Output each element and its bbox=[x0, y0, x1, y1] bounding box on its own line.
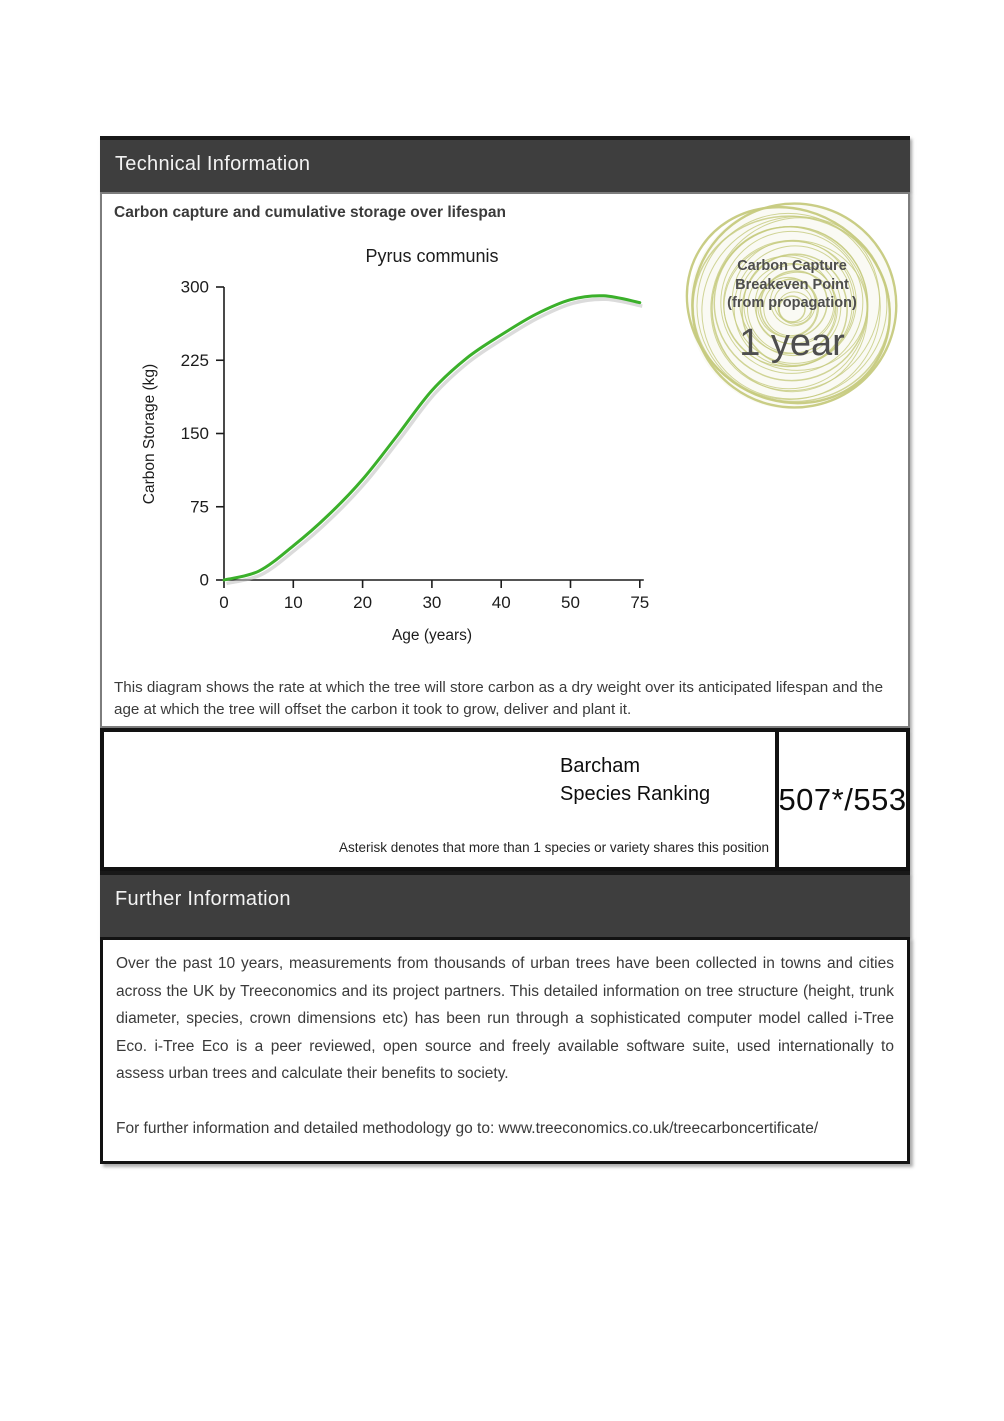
tree-ring bbox=[773, 283, 813, 324]
carbon-storage-curve bbox=[222, 294, 642, 582]
x-tick-label: 0 bbox=[219, 593, 228, 612]
x-tick-label: 50 bbox=[561, 593, 580, 612]
tree-ring bbox=[685, 205, 891, 405]
ranking-value-cell: 507*/553 bbox=[778, 732, 907, 867]
x-tick-label: 75 bbox=[630, 593, 649, 612]
tree-ring bbox=[711, 225, 869, 390]
tree-ring bbox=[754, 264, 836, 346]
further-information-panel: Over the past 10 years, measurements fro… bbox=[100, 937, 910, 1164]
tree-ring bbox=[720, 230, 864, 374]
methodology-url-line: For further information and detailed met… bbox=[116, 1119, 819, 1137]
tree-ring bbox=[746, 263, 838, 354]
badge-line-3: (from propagation) bbox=[727, 295, 857, 312]
y-axis-label: Carbon Storage (kg) bbox=[141, 364, 158, 504]
tree-ring bbox=[696, 212, 881, 400]
tree-ring bbox=[777, 291, 813, 325]
tree-ring bbox=[763, 279, 818, 337]
curve-shadow bbox=[226, 297, 643, 586]
ranking-label: Species Ranking bbox=[560, 783, 711, 805]
x-tick-label: 40 bbox=[492, 593, 511, 612]
technical-information-title: Technical Information bbox=[115, 153, 311, 175]
ranking-org: Barcham bbox=[560, 755, 641, 777]
chart-panel-title: Carbon capture and cumulative storage ov… bbox=[114, 204, 506, 221]
y-tick-label: 75 bbox=[190, 497, 209, 516]
technical-information-header: Technical Information bbox=[100, 136, 910, 192]
tree-ring bbox=[701, 216, 888, 400]
tree-ring bbox=[691, 202, 898, 409]
ranking-asterisk-note: Asterisk denotes that more than 1 specie… bbox=[339, 840, 769, 855]
tree-ring-disc bbox=[689, 203, 895, 409]
further-information-paragraph: Over the past 10 years, measurements fro… bbox=[116, 955, 894, 1082]
badge-line-1: Carbon Capture bbox=[737, 258, 847, 275]
ranking-title: Barcham Species Ranking bbox=[560, 752, 710, 808]
tree-ring bbox=[731, 240, 855, 364]
x-tick-label: 10 bbox=[284, 593, 303, 612]
tree-rings-icon bbox=[685, 202, 898, 409]
ranking-label-cell: Barcham Species Ranking Asterisk denotes… bbox=[104, 732, 779, 867]
x-tick-label: 20 bbox=[353, 593, 372, 612]
tree-ring bbox=[741, 253, 848, 367]
x-axis-label: Age (years) bbox=[392, 627, 472, 644]
chart-title: Pyrus communis bbox=[365, 246, 498, 266]
carbon-chart-panel: Carbon capture and cumulative storage ov… bbox=[100, 192, 910, 728]
y-tick-label: 0 bbox=[200, 571, 209, 590]
y-tick-label: 150 bbox=[181, 424, 209, 443]
breakeven-badge-text: Carbon Capture Breakeven Point (from pro… bbox=[680, 199, 904, 417]
x-tick-label: 30 bbox=[422, 593, 441, 612]
y-tick-label: 225 bbox=[181, 351, 209, 370]
further-information-title: Further Information bbox=[115, 888, 291, 910]
further-information-header: Further Information bbox=[100, 871, 910, 937]
species-ranking-panel: Barcham Species Ranking Asterisk denotes… bbox=[100, 728, 910, 871]
breakeven-badge: Carbon Capture Breakeven Point (from pro… bbox=[680, 199, 904, 417]
tree-ring bbox=[778, 295, 806, 323]
badge-line-2: Breakeven Point bbox=[735, 276, 849, 293]
ranking-value: 507*/553 bbox=[778, 781, 907, 817]
tree-ring bbox=[733, 245, 853, 368]
chart-description: This diagram shows the rate at which the… bbox=[114, 679, 884, 718]
carbon-storage-chart: Pyrus communis Carbon Storage (kg) Age (ye… bbox=[141, 246, 649, 644]
breakeven-value: 1 year bbox=[739, 321, 845, 364]
y-tick-label: 300 bbox=[181, 278, 209, 297]
tree-ring bbox=[739, 255, 837, 355]
